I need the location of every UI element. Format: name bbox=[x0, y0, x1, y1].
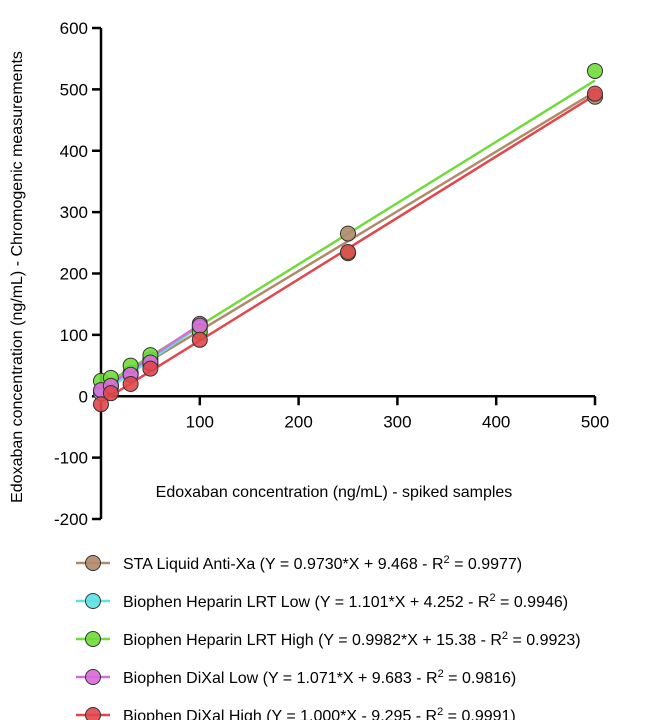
data-point bbox=[340, 225, 356, 242]
y-axis-title: Edoxaban concentration (ng/mL) - Chromog… bbox=[9, 51, 26, 503]
x-tick-label: 400 bbox=[482, 412, 510, 431]
legend-marker bbox=[85, 593, 101, 609]
data-point bbox=[122, 375, 139, 392]
legend-marker bbox=[85, 555, 101, 571]
data-point bbox=[587, 62, 603, 79]
data-point bbox=[340, 244, 356, 261]
legend-label: Biophen DiXal Low (Y = 1.071*X + 9.683 -… bbox=[123, 668, 516, 687]
y-tick-label: 400 bbox=[60, 142, 88, 161]
x-tick-label: 200 bbox=[284, 412, 312, 431]
legend-marker bbox=[85, 631, 101, 647]
y-tick-label: 500 bbox=[60, 80, 88, 99]
y-tick-label: -100 bbox=[54, 449, 88, 468]
data-point bbox=[142, 360, 159, 377]
data-point bbox=[587, 85, 603, 102]
data-points bbox=[93, 62, 603, 413]
y-tick-label: 100 bbox=[60, 326, 88, 345]
y-tick-label: 200 bbox=[60, 265, 88, 284]
legend-marker bbox=[85, 669, 101, 685]
y-tick-label: 300 bbox=[60, 203, 88, 222]
y-tick-label: -200 bbox=[54, 510, 88, 529]
legend-marker bbox=[85, 707, 101, 720]
legend-item: Biophen DiXal Low (Y = 1.071*X + 9.683 -… bbox=[76, 668, 516, 687]
x-tick-label: 300 bbox=[383, 412, 411, 431]
legend-item: Biophen Heparin LRT High (Y = 0.9982*X +… bbox=[76, 630, 581, 649]
y-tick-label: 0 bbox=[79, 387, 88, 406]
legend-label: STA Liquid Anti-Xa (Y = 0.9730*X + 9.468… bbox=[123, 554, 522, 573]
x-tick-label: 500 bbox=[581, 412, 609, 431]
data-point bbox=[191, 317, 208, 334]
legend-item: Biophen DiXal High (Y = 1.000*X - 9.295 … bbox=[76, 706, 516, 720]
legend-item: Biophen Heparin LRT Low (Y = 1.101*X + 4… bbox=[76, 592, 568, 611]
x-axis-title: Edoxaban concentration (ng/mL) - spiked … bbox=[156, 484, 513, 501]
data-point bbox=[191, 331, 208, 348]
legend-label: Biophen Heparin LRT High (Y = 0.9982*X +… bbox=[123, 630, 581, 649]
legend: STA Liquid Anti-Xa (Y = 0.9730*X + 9.468… bbox=[76, 554, 581, 720]
axes: -200 -100 0 100 200 300 400 500 600 100 200 300 400 5… bbox=[54, 19, 609, 529]
data-point bbox=[102, 385, 119, 402]
legend-item: STA Liquid Anti-Xa (Y = 0.9730*X + 9.468… bbox=[76, 554, 522, 573]
y-tick-label: 600 bbox=[60, 19, 88, 38]
x-tick-label: 100 bbox=[186, 412, 214, 431]
legend-label: Biophen Heparin LRT Low (Y = 1.101*X + 4… bbox=[123, 592, 568, 611]
data-point bbox=[93, 396, 109, 413]
legend-label: Biophen DiXal High (Y = 1.000*X - 9.295 … bbox=[123, 706, 516, 720]
